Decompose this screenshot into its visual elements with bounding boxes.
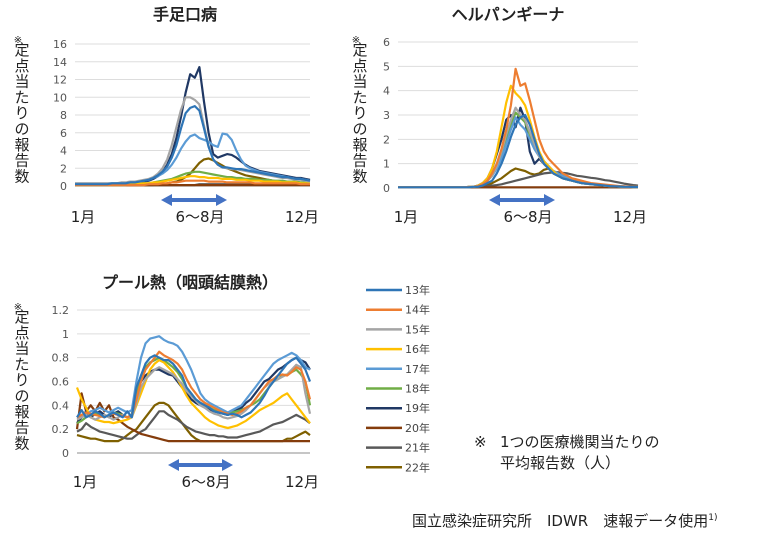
season-arrow-right-head [544,194,555,206]
y-tick-label: 10 [53,91,67,104]
series-line-21年 [76,410,311,440]
y-tick-label: 3 [383,109,390,122]
y-tick-label: 0.6 [52,376,70,389]
legend-label-21年: 21年 [405,441,430,455]
x-label-start: 1月 [73,473,98,491]
legend-label-19年: 19年 [405,401,430,415]
series-line-13年 [75,104,311,186]
chart-title: ヘルパンギーナ [452,5,565,24]
y-tick-label: 6 [383,36,390,49]
footnote-mark: ※ [474,433,487,451]
legend-label-15年: 15年 [405,322,430,336]
series-line-14年 [75,179,310,187]
x-label-end: 12月 [613,208,647,226]
season-arrow-left-head [168,459,179,471]
x-label-end: 12月 [285,208,319,226]
y-tick-label: 8 [60,109,67,122]
footnote-line-1: 1つの医療機関当たりの [500,433,660,451]
y-axis-mark: ※ [14,35,22,46]
season-arrow-left-head [161,194,172,206]
data-source-ref: 1) [708,513,718,523]
series-line-17年 [398,116,639,189]
y-axis-mark: ※ [352,35,360,46]
y-tick-label: 4 [60,145,67,158]
y-axis-label: 定点当たりの報告数 [14,41,29,185]
y-tick-label: 6 [60,127,67,140]
legend-label-20年: 20年 [405,421,430,435]
series-line-19年 [75,65,311,186]
y-tick-label: 2 [60,162,67,175]
y-tick-label: 4 [383,85,390,98]
season-arrow-right-head [216,194,227,206]
y-axis-mark: ※ [14,302,22,313]
chart-panel-1: 手足口病 0 2 4 6 8 10 12 14 16 ※定点当たりの報告数 1月 12月 6～8月 [14,5,319,226]
legend-label-13年: 13年 [405,283,430,297]
y-tick-label: 0.4 [52,399,70,412]
footnote: ※ 1つの医療機関当たりの 平均報告数（人） [474,432,660,474]
chart-panel-3: プール熱（咽頭結膜熱） 0 0.2 0.4 0.6 0.8 1 1.2 ※定点当たりの報告数 1月… [14,273,319,491]
chart-title: 手足口病 [153,5,217,24]
y-tick-label: 0.2 [52,423,70,436]
y-tick-label: 14 [53,56,67,69]
legend-label-14年: 14年 [405,303,430,317]
series-line-17年 [76,335,311,419]
y-tick-label: 0 [60,180,67,193]
legend-label-22年: 22年 [405,460,430,474]
season-label: 6～8月 [503,208,552,226]
season-label: 6～8月 [175,208,224,226]
chart-title: プール熱（咽頭結膜熱） [102,273,278,292]
season-label: 6～8月 [181,473,230,491]
y-tick-label: 1 [62,328,69,341]
series-line-13年 [398,113,638,189]
x-label-start: 1月 [394,208,419,226]
x-label-start: 1月 [71,208,96,226]
x-label-end: 12月 [285,473,319,491]
y-axis-label: 定点当たりの報告数 [352,41,367,185]
footnote-line-2: 平均報告数（人） [500,454,621,472]
y-tick-label: 1 [383,158,390,171]
series-line-18年 [398,111,638,189]
legend-label-17年: 17年 [405,362,430,376]
y-tick-label: 16 [53,38,67,51]
legend-label-16年: 16年 [405,342,430,356]
y-axis-label: 定点当たりの報告数 [14,308,29,452]
series-line-16年 [75,359,311,430]
season-arrow-left-head [489,194,500,206]
y-tick-label: 0.8 [52,352,70,365]
y-tick-label: 5 [383,60,390,73]
season-arrow-right-head [222,459,233,471]
data-source: 国立感染症研究所 IDWR 速報データ使用1) [412,510,717,531]
y-tick-label: 0 [62,447,69,460]
data-source-text: 国立感染症研究所 IDWR 速報データ使用 [412,512,709,530]
y-tick-label: 1.2 [52,304,70,317]
y-tick-label: 2 [383,133,390,146]
legend: 13年 14年 15年 16年 17年 18年 19年 20年 21年 22年 [366,283,430,474]
y-tick-label: 0 [383,182,390,195]
y-tick-label: 12 [53,74,67,87]
legend-label-18年: 18年 [405,382,430,396]
series-line-13年 [76,354,312,419]
chart-panel-2: ヘルパンギーナ 0 1 2 3 4 5 6 ※定点当たりの報告数 1月 12月 6～8月 [352,5,647,226]
series-line-16年 [398,84,638,189]
